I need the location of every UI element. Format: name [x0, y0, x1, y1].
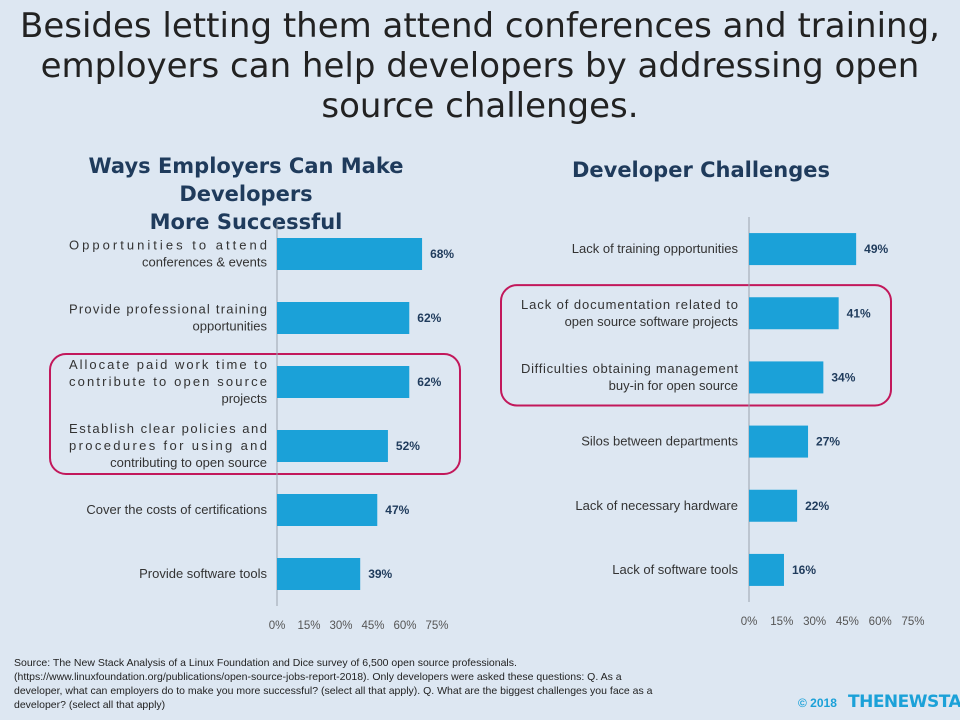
category-label: Silos between departments: [581, 434, 738, 449]
category-label: open source software projects: [565, 314, 739, 329]
category-label: Provide professional training: [69, 302, 267, 317]
data-label: 16%: [792, 563, 816, 577]
data-label: 62%: [417, 311, 441, 325]
bar: [277, 302, 410, 334]
category-label: Opportunities to attend: [69, 238, 267, 253]
data-label: 49%: [864, 242, 888, 256]
source-note: Source: The New Stack Analysis of a Linu…: [14, 656, 654, 712]
bar: [277, 430, 388, 462]
data-label: 22%: [805, 499, 829, 513]
headline-line: employers can help developers by address…: [40, 46, 920, 86]
x-tick-label: 60%: [869, 616, 892, 628]
bar: [277, 558, 361, 590]
bar: [749, 489, 798, 522]
headline: Besides letting them attend conferences …: [0, 6, 960, 126]
left-chart-title-line: Ways Employers Can Make Developers: [88, 154, 404, 206]
data-label: 41%: [847, 306, 871, 320]
category-label: Lack of necessary hardware: [575, 498, 738, 513]
x-tick-label: 0%: [741, 616, 758, 628]
bar: [277, 238, 423, 270]
category-label: Establish clear policies and: [69, 421, 267, 436]
highlight-box: [49, 353, 461, 475]
right-chart-title: Developer Challenges: [500, 156, 902, 184]
headline-line: source challenges.: [321, 86, 639, 126]
data-label: 34%: [831, 370, 855, 384]
source-line: developer, what can employers do to make…: [14, 685, 653, 697]
source-line: Source: The New Stack Analysis of a Linu…: [14, 657, 517, 669]
data-label: 68%: [430, 247, 454, 261]
x-tick-label: 60%: [393, 620, 416, 632]
highlight-box: [500, 284, 892, 407]
left-chart-title: Ways Employers Can Make Developers More …: [20, 152, 472, 236]
category-label: projects: [221, 391, 267, 406]
category-label: buy-in for open source: [609, 378, 738, 393]
category-label: conferences & events: [142, 255, 268, 270]
right-chart: 49% Lack of training opportunities 41% Lack…: [500, 217, 925, 628]
x-tick-label: 45%: [361, 620, 384, 632]
headline-line: Besides letting them attend conferences …: [20, 6, 940, 46]
data-label: 62%: [417, 375, 441, 389]
category-label: Cover the costs of certifications: [86, 502, 267, 517]
x-tick-label: 15%: [297, 620, 320, 632]
right-chart-title-line: Developer Challenges: [571, 158, 831, 182]
x-tick-label: 30%: [803, 616, 826, 628]
category-label: contributing to open source: [110, 455, 267, 470]
copyright: © 2018: [798, 696, 837, 710]
bar: [749, 233, 857, 266]
brand-logo: THENEWSTACK: [848, 692, 960, 712]
category-label: Lack of software tools: [612, 562, 738, 577]
x-tick-label: 15%: [770, 616, 793, 628]
data-label: 52%: [396, 439, 420, 453]
x-tick-label: 45%: [836, 616, 859, 628]
source-line: (https://www.linuxfoundation.org/publica…: [14, 671, 622, 683]
category-label: Lack of documentation related to: [521, 297, 738, 312]
x-tick-label: 75%: [425, 620, 448, 632]
bar: [277, 494, 378, 526]
category-label: Allocate paid work time to: [69, 357, 267, 372]
data-label: 47%: [385, 503, 409, 517]
bar: [749, 361, 824, 394]
category-label: procedures for using and: [69, 438, 267, 453]
x-tick-label: 30%: [329, 620, 352, 632]
bar: [749, 297, 839, 330]
left-chart-title-line: More Successful: [149, 210, 343, 234]
category-label: opportunities: [193, 319, 268, 334]
left-chart: 68% Opportunities to attend conferences & …: [49, 222, 461, 632]
category-label: Provide software tools: [139, 566, 267, 581]
category-label: contribute to open source: [69, 374, 267, 389]
source-line: developer? (select all that apply): [14, 699, 166, 711]
bar: [277, 366, 410, 398]
category-label: Difficulties obtaining management: [521, 361, 738, 376]
bar: [749, 553, 784, 586]
x-tick-label: 75%: [901, 616, 924, 628]
x-tick-label: 0%: [269, 620, 286, 632]
category-label: Lack of training opportunities: [572, 241, 739, 256]
data-label: 27%: [816, 435, 840, 449]
data-label: 39%: [368, 567, 392, 581]
bar: [749, 425, 809, 458]
